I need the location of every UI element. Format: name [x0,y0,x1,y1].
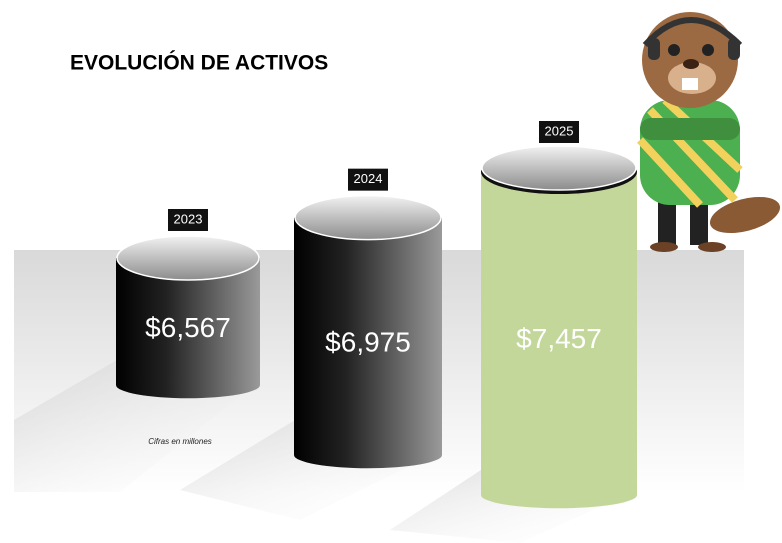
value-label: $6,975 [325,327,411,358]
year-badge [348,168,388,191]
year-badge [539,121,579,143]
cylinder-top [294,194,442,241]
cylinder-top [116,235,260,281]
x-tick-label: 2023 [174,211,203,226]
x-tick-label: 2024 [354,171,383,186]
cylinder [481,170,637,495]
x-tick-label: 2025 [545,123,574,138]
value-label: $7,457 [516,323,602,354]
year-badge [168,209,208,231]
mascot [637,12,781,252]
cylinder [294,217,442,455]
value-label: $6,567 [145,312,231,343]
cylinder-top [481,145,637,191]
note: Cifras en millones [148,437,212,446]
chart-title: EVOLUCIÓN DE ACTIVOS [70,51,328,75]
